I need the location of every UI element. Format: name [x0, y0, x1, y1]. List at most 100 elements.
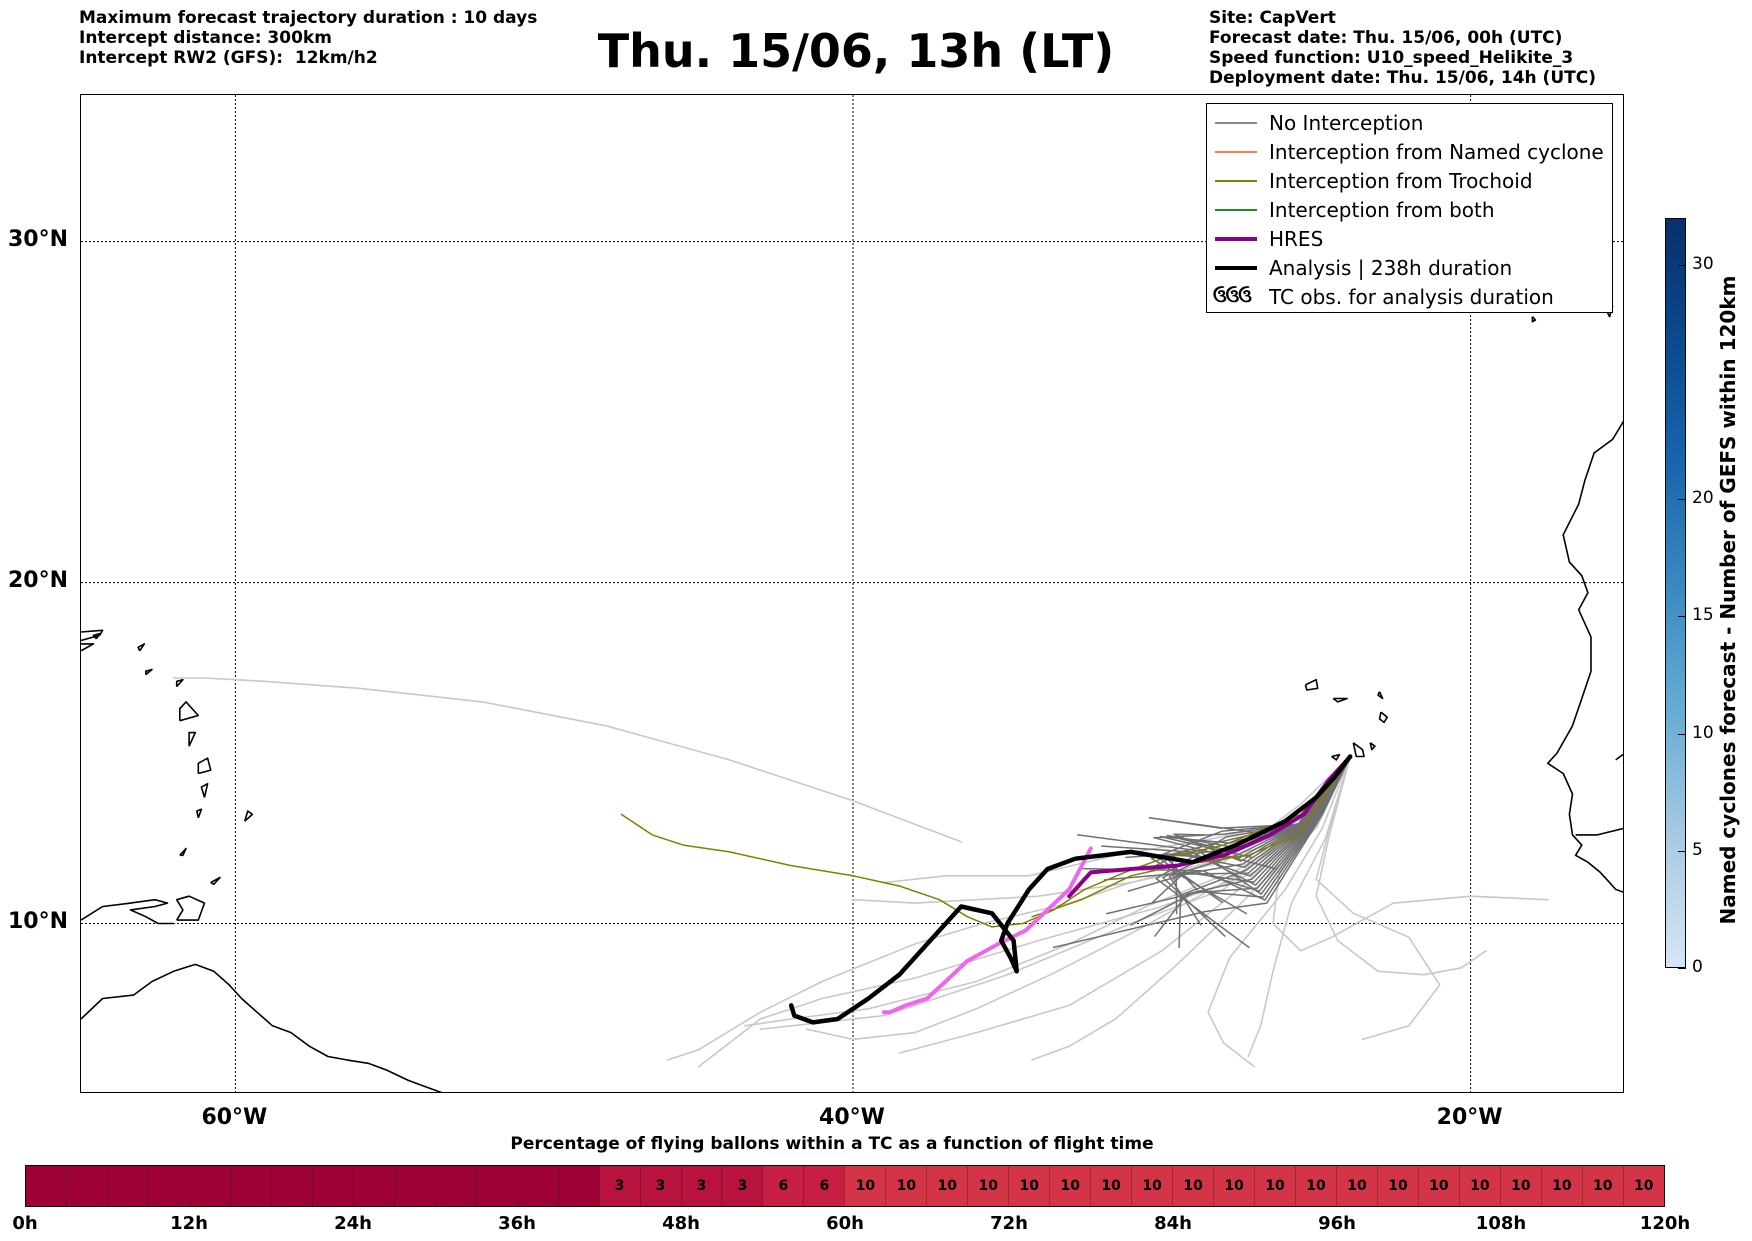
time-bar-cell: 3 [598, 1166, 640, 1206]
colorbar-tick-mark [1678, 264, 1686, 266]
time-bar-label: 24h [334, 1213, 372, 1234]
legend-item: Interception from Trochoid [1207, 168, 1612, 194]
time-bar-cell [26, 1166, 66, 1206]
colorbar-tick-label: 15 [1692, 605, 1714, 626]
coastline [1378, 711, 1388, 724]
legend-label: Interception from both [1269, 198, 1495, 222]
time-bar-cell: 10 [1540, 1166, 1582, 1206]
legend-swatch [1215, 237, 1257, 241]
time-bar-cell [65, 1166, 107, 1206]
time-bar-cell: 10 [1376, 1166, 1418, 1206]
time-bar-cell: 10 [1622, 1166, 1664, 1206]
coastline [188, 731, 197, 747]
trajectory-no-interception [805, 755, 1351, 1041]
coastline [175, 895, 206, 921]
trajectory-hres-early [881, 846, 1093, 1015]
coastline [145, 668, 153, 676]
legend-swatch [1215, 209, 1257, 211]
colorbar-tick-mark [1678, 499, 1686, 501]
colorbar-tick-mark [1678, 968, 1686, 969]
info-right-line-0: Site: CapVert [1209, 8, 1336, 28]
coastline [1575, 827, 1623, 836]
coastline [175, 678, 184, 688]
time-bar: 3 3 3 3 6 6 10 10 10 10 10 10 10 10 10 10 10 10 10 10 10 10 10… [25, 1165, 1665, 1207]
time-bar-cell: 10 [1213, 1166, 1255, 1206]
lon-label: 20°W [1436, 1105, 1503, 1130]
time-bar-cell: 3 [639, 1166, 681, 1206]
coastline [200, 782, 209, 798]
info-right-line-1: Forecast date: Thu. 15/06, 00h (UTC) [1209, 28, 1563, 48]
legend-item: Interception from Named cyclone [1207, 139, 1612, 165]
time-bar-cell: 6 [803, 1166, 845, 1206]
time-bar-cell: 3 [721, 1166, 763, 1206]
coastline [81, 643, 95, 652]
coastline [1615, 753, 1623, 761]
legend-item: No Interception [1207, 110, 1612, 136]
time-bar-cell [516, 1166, 558, 1206]
info-left: Maximum forecast trajectory duration : 1… [79, 8, 537, 68]
colorbar [1665, 218, 1686, 968]
trajectory-no-interception [1272, 755, 1549, 952]
colorbar-tick-mark [1678, 616, 1686, 618]
colorbar-tick-label: 5 [1692, 839, 1703, 860]
coastline [1369, 742, 1376, 751]
legend-label: TC obs. for analysis duration [1269, 285, 1554, 309]
time-bar-cell [352, 1166, 394, 1206]
time-bar-cell: 10 [1336, 1166, 1377, 1206]
lat-label: 10°N [8, 908, 69, 934]
time-bar-cell [557, 1166, 599, 1206]
trajectory-trochoid [620, 755, 1351, 928]
time-bar-label: 60h [826, 1213, 864, 1234]
time-bar-cell [475, 1166, 517, 1206]
legend-swatch [1215, 266, 1257, 270]
time-bar-cell [188, 1166, 230, 1206]
time-bar-label: 120h [1639, 1213, 1691, 1234]
time-bar-label: 36h [498, 1213, 536, 1234]
coastline [1547, 420, 1623, 893]
time-bar-cell [393, 1166, 435, 1206]
coastline [179, 847, 187, 857]
time-bar-cell: 10 [885, 1166, 927, 1206]
legend-swatch [1215, 122, 1257, 124]
coastline [197, 757, 212, 775]
trajectory-analysis [788, 754, 1353, 1025]
legend-swatch [1215, 151, 1257, 153]
coastline [1331, 753, 1341, 761]
legend-item: HRES [1207, 226, 1612, 252]
page-title: Thu. 15/06, 13h (LT) [597, 24, 1115, 78]
time-bar-cell [147, 1166, 189, 1206]
time-bar-label: 12h [170, 1213, 208, 1234]
trajectory-no-interception [1207, 755, 1351, 1068]
trajectory-no-interception [898, 755, 1351, 1054]
colorbar-tick-label: 10 [1692, 722, 1714, 743]
coastline [243, 810, 254, 822]
legend-item: ઉઉઉ TC obs. for analysis duration [1207, 284, 1612, 310]
time-bar-label: 108h [1475, 1213, 1527, 1234]
time-bar-cell: 10 [1008, 1166, 1050, 1206]
coastline [81, 629, 104, 642]
lat-label: 20°N [8, 567, 69, 593]
coastline [210, 876, 221, 886]
time-bar-cell: 10 [926, 1166, 968, 1206]
colorbar-label: Named cyclones forecast - Number of GEFS… [1716, 275, 1740, 925]
info-left-line-2: Intercept RW2 (GFS): 12km/h2 [79, 48, 378, 68]
legend-swatch [1215, 180, 1257, 182]
legend-label: HRES [1269, 227, 1324, 251]
trajectory-no-interception [1247, 755, 1351, 1058]
info-left-line-0: Maximum forecast trajectory duration : 1… [79, 8, 538, 28]
time-bar-cell [434, 1166, 476, 1206]
trajectory-no-interception [666, 755, 1351, 1061]
trajectory-no-interception [1031, 755, 1351, 1061]
trajectory-no-interception [697, 755, 1351, 1068]
time-bar-label: 72h [990, 1213, 1028, 1234]
time-bar-title: Percentage of flying ballons within a TC… [510, 1134, 1154, 1154]
legend-label: No Interception [1269, 111, 1424, 135]
lon-label: 60°W [201, 1105, 268, 1130]
coastline [1332, 697, 1348, 703]
coastline [1531, 316, 1537, 323]
legend-item: Interception from both [1207, 197, 1612, 223]
time-bar-label: 48h [662, 1213, 700, 1234]
time-bar-cell: 10 [1254, 1166, 1296, 1206]
legend: No Interception Interception from Named c… [1206, 103, 1613, 313]
time-bar-cell: 10 [1131, 1166, 1173, 1206]
